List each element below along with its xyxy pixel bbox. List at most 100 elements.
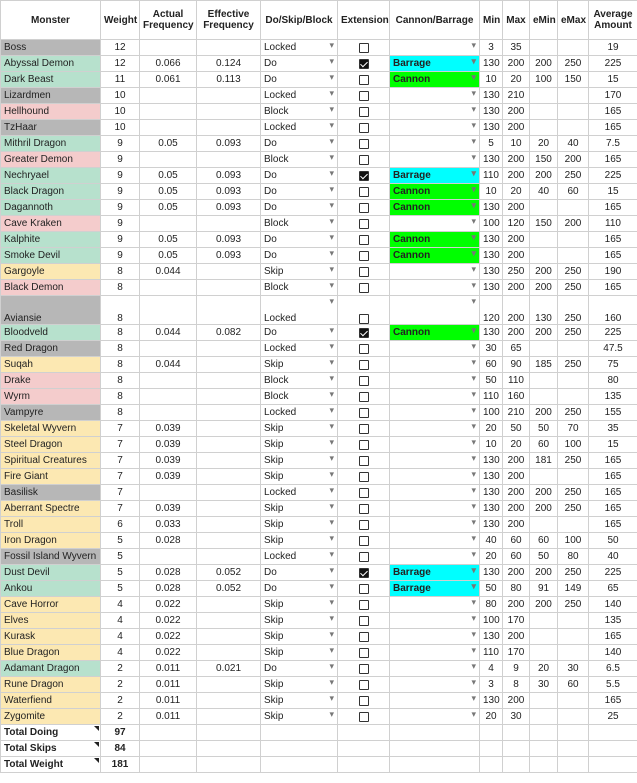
action-dropdown[interactable]: Do: [260, 231, 338, 248]
method-dropdown[interactable]: [389, 484, 480, 501]
method-dropdown[interactable]: [389, 388, 480, 405]
action-dropdown[interactable]: Skip: [260, 420, 338, 437]
checkbox[interactable]: [358, 455, 369, 466]
checkbox[interactable]: [358, 327, 369, 338]
checkbox[interactable]: [358, 583, 369, 594]
checkbox[interactable]: [358, 631, 369, 642]
checkbox[interactable]: [358, 487, 369, 498]
action-dropdown[interactable]: Skip: [260, 452, 338, 469]
method-dropdown[interactable]: [389, 500, 480, 517]
method-dropdown[interactable]: Cannon: [389, 247, 480, 264]
method-dropdown[interactable]: [389, 135, 480, 152]
checkbox[interactable]: [358, 695, 369, 706]
method-dropdown[interactable]: [389, 119, 480, 136]
action-dropdown[interactable]: Do: [260, 660, 338, 677]
action-dropdown[interactable]: Block: [260, 388, 338, 405]
checkbox[interactable]: [358, 567, 369, 578]
checkbox[interactable]: [358, 391, 369, 402]
checkbox[interactable]: [358, 647, 369, 658]
checkbox[interactable]: [358, 282, 369, 293]
method-dropdown[interactable]: [389, 452, 480, 469]
method-dropdown[interactable]: Cannon: [389, 71, 480, 88]
method-dropdown[interactable]: [389, 404, 480, 421]
method-dropdown[interactable]: [389, 340, 480, 357]
method-dropdown[interactable]: [389, 279, 480, 296]
method-dropdown[interactable]: [389, 39, 480, 56]
method-dropdown[interactable]: Barrage: [389, 55, 480, 72]
action-dropdown[interactable]: Do: [260, 135, 338, 152]
checkbox[interactable]: [358, 122, 369, 133]
checkbox[interactable]: [358, 90, 369, 101]
action-dropdown[interactable]: Block: [260, 279, 338, 296]
checkbox[interactable]: [358, 535, 369, 546]
method-dropdown[interactable]: [389, 548, 480, 565]
checkbox[interactable]: [358, 314, 369, 324]
action-dropdown[interactable]: Skip: [260, 628, 338, 645]
checkbox[interactable]: [358, 359, 369, 370]
checkbox[interactable]: [358, 186, 369, 197]
action-dropdown[interactable]: Skip: [260, 692, 338, 709]
checkbox[interactable]: [358, 679, 369, 690]
method-dropdown[interactable]: [389, 263, 480, 280]
method-dropdown[interactable]: [389, 692, 480, 709]
method-dropdown[interactable]: Cannon: [389, 324, 480, 341]
action-dropdown[interactable]: Locked: [260, 87, 338, 104]
checkbox[interactable]: [358, 551, 369, 562]
method-dropdown[interactable]: Cannon: [389, 199, 480, 216]
method-dropdown[interactable]: Cannon: [389, 183, 480, 200]
action-dropdown[interactable]: Locked: [260, 119, 338, 136]
checkbox[interactable]: [358, 250, 369, 261]
method-dropdown[interactable]: [389, 356, 480, 373]
method-dropdown[interactable]: Barrage: [389, 167, 480, 184]
checkbox[interactable]: [358, 234, 369, 245]
action-dropdown[interactable]: Do: [260, 167, 338, 184]
checkbox[interactable]: [358, 343, 369, 354]
action-dropdown[interactable]: Locked: [260, 340, 338, 357]
checkbox[interactable]: [358, 202, 369, 213]
method-dropdown[interactable]: [389, 295, 480, 325]
method-dropdown[interactable]: [389, 644, 480, 661]
checkbox[interactable]: [358, 519, 369, 530]
method-dropdown[interactable]: [389, 532, 480, 549]
method-dropdown[interactable]: [389, 708, 480, 725]
action-dropdown[interactable]: Locked: [260, 404, 338, 421]
action-dropdown[interactable]: Skip: [260, 263, 338, 280]
action-dropdown[interactable]: Skip: [260, 436, 338, 453]
checkbox[interactable]: [358, 266, 369, 277]
method-dropdown[interactable]: Barrage: [389, 564, 480, 581]
checkbox[interactable]: [358, 170, 369, 181]
checkbox[interactable]: [358, 503, 369, 514]
checkbox[interactable]: [358, 106, 369, 117]
method-dropdown[interactable]: [389, 372, 480, 389]
action-dropdown[interactable]: Do: [260, 183, 338, 200]
action-dropdown[interactable]: Locked: [260, 39, 338, 56]
action-dropdown[interactable]: Skip: [260, 468, 338, 485]
method-dropdown[interactable]: [389, 103, 480, 120]
action-dropdown[interactable]: Skip: [260, 708, 338, 725]
action-dropdown[interactable]: Block: [260, 372, 338, 389]
action-dropdown[interactable]: Locked: [260, 295, 338, 325]
checkbox[interactable]: [358, 599, 369, 610]
action-dropdown[interactable]: Do: [260, 71, 338, 88]
method-dropdown[interactable]: Cannon: [389, 231, 480, 248]
action-dropdown[interactable]: Locked: [260, 548, 338, 565]
method-dropdown[interactable]: [389, 676, 480, 693]
action-dropdown[interactable]: Block: [260, 103, 338, 120]
action-dropdown[interactable]: Do: [260, 580, 338, 597]
checkbox[interactable]: [358, 615, 369, 626]
action-dropdown[interactable]: Skip: [260, 612, 338, 629]
method-dropdown[interactable]: [389, 612, 480, 629]
action-dropdown[interactable]: Do: [260, 324, 338, 341]
checkbox[interactable]: [358, 218, 369, 229]
method-dropdown[interactable]: [389, 468, 480, 485]
action-dropdown[interactable]: Skip: [260, 356, 338, 373]
checkbox[interactable]: [358, 138, 369, 149]
method-dropdown[interactable]: [389, 660, 480, 677]
action-dropdown[interactable]: Locked: [260, 484, 338, 501]
method-dropdown[interactable]: [389, 436, 480, 453]
action-dropdown[interactable]: Skip: [260, 516, 338, 533]
checkbox[interactable]: [358, 375, 369, 386]
checkbox[interactable]: [358, 711, 369, 722]
action-dropdown[interactable]: Block: [260, 151, 338, 168]
action-dropdown[interactable]: Do: [260, 199, 338, 216]
